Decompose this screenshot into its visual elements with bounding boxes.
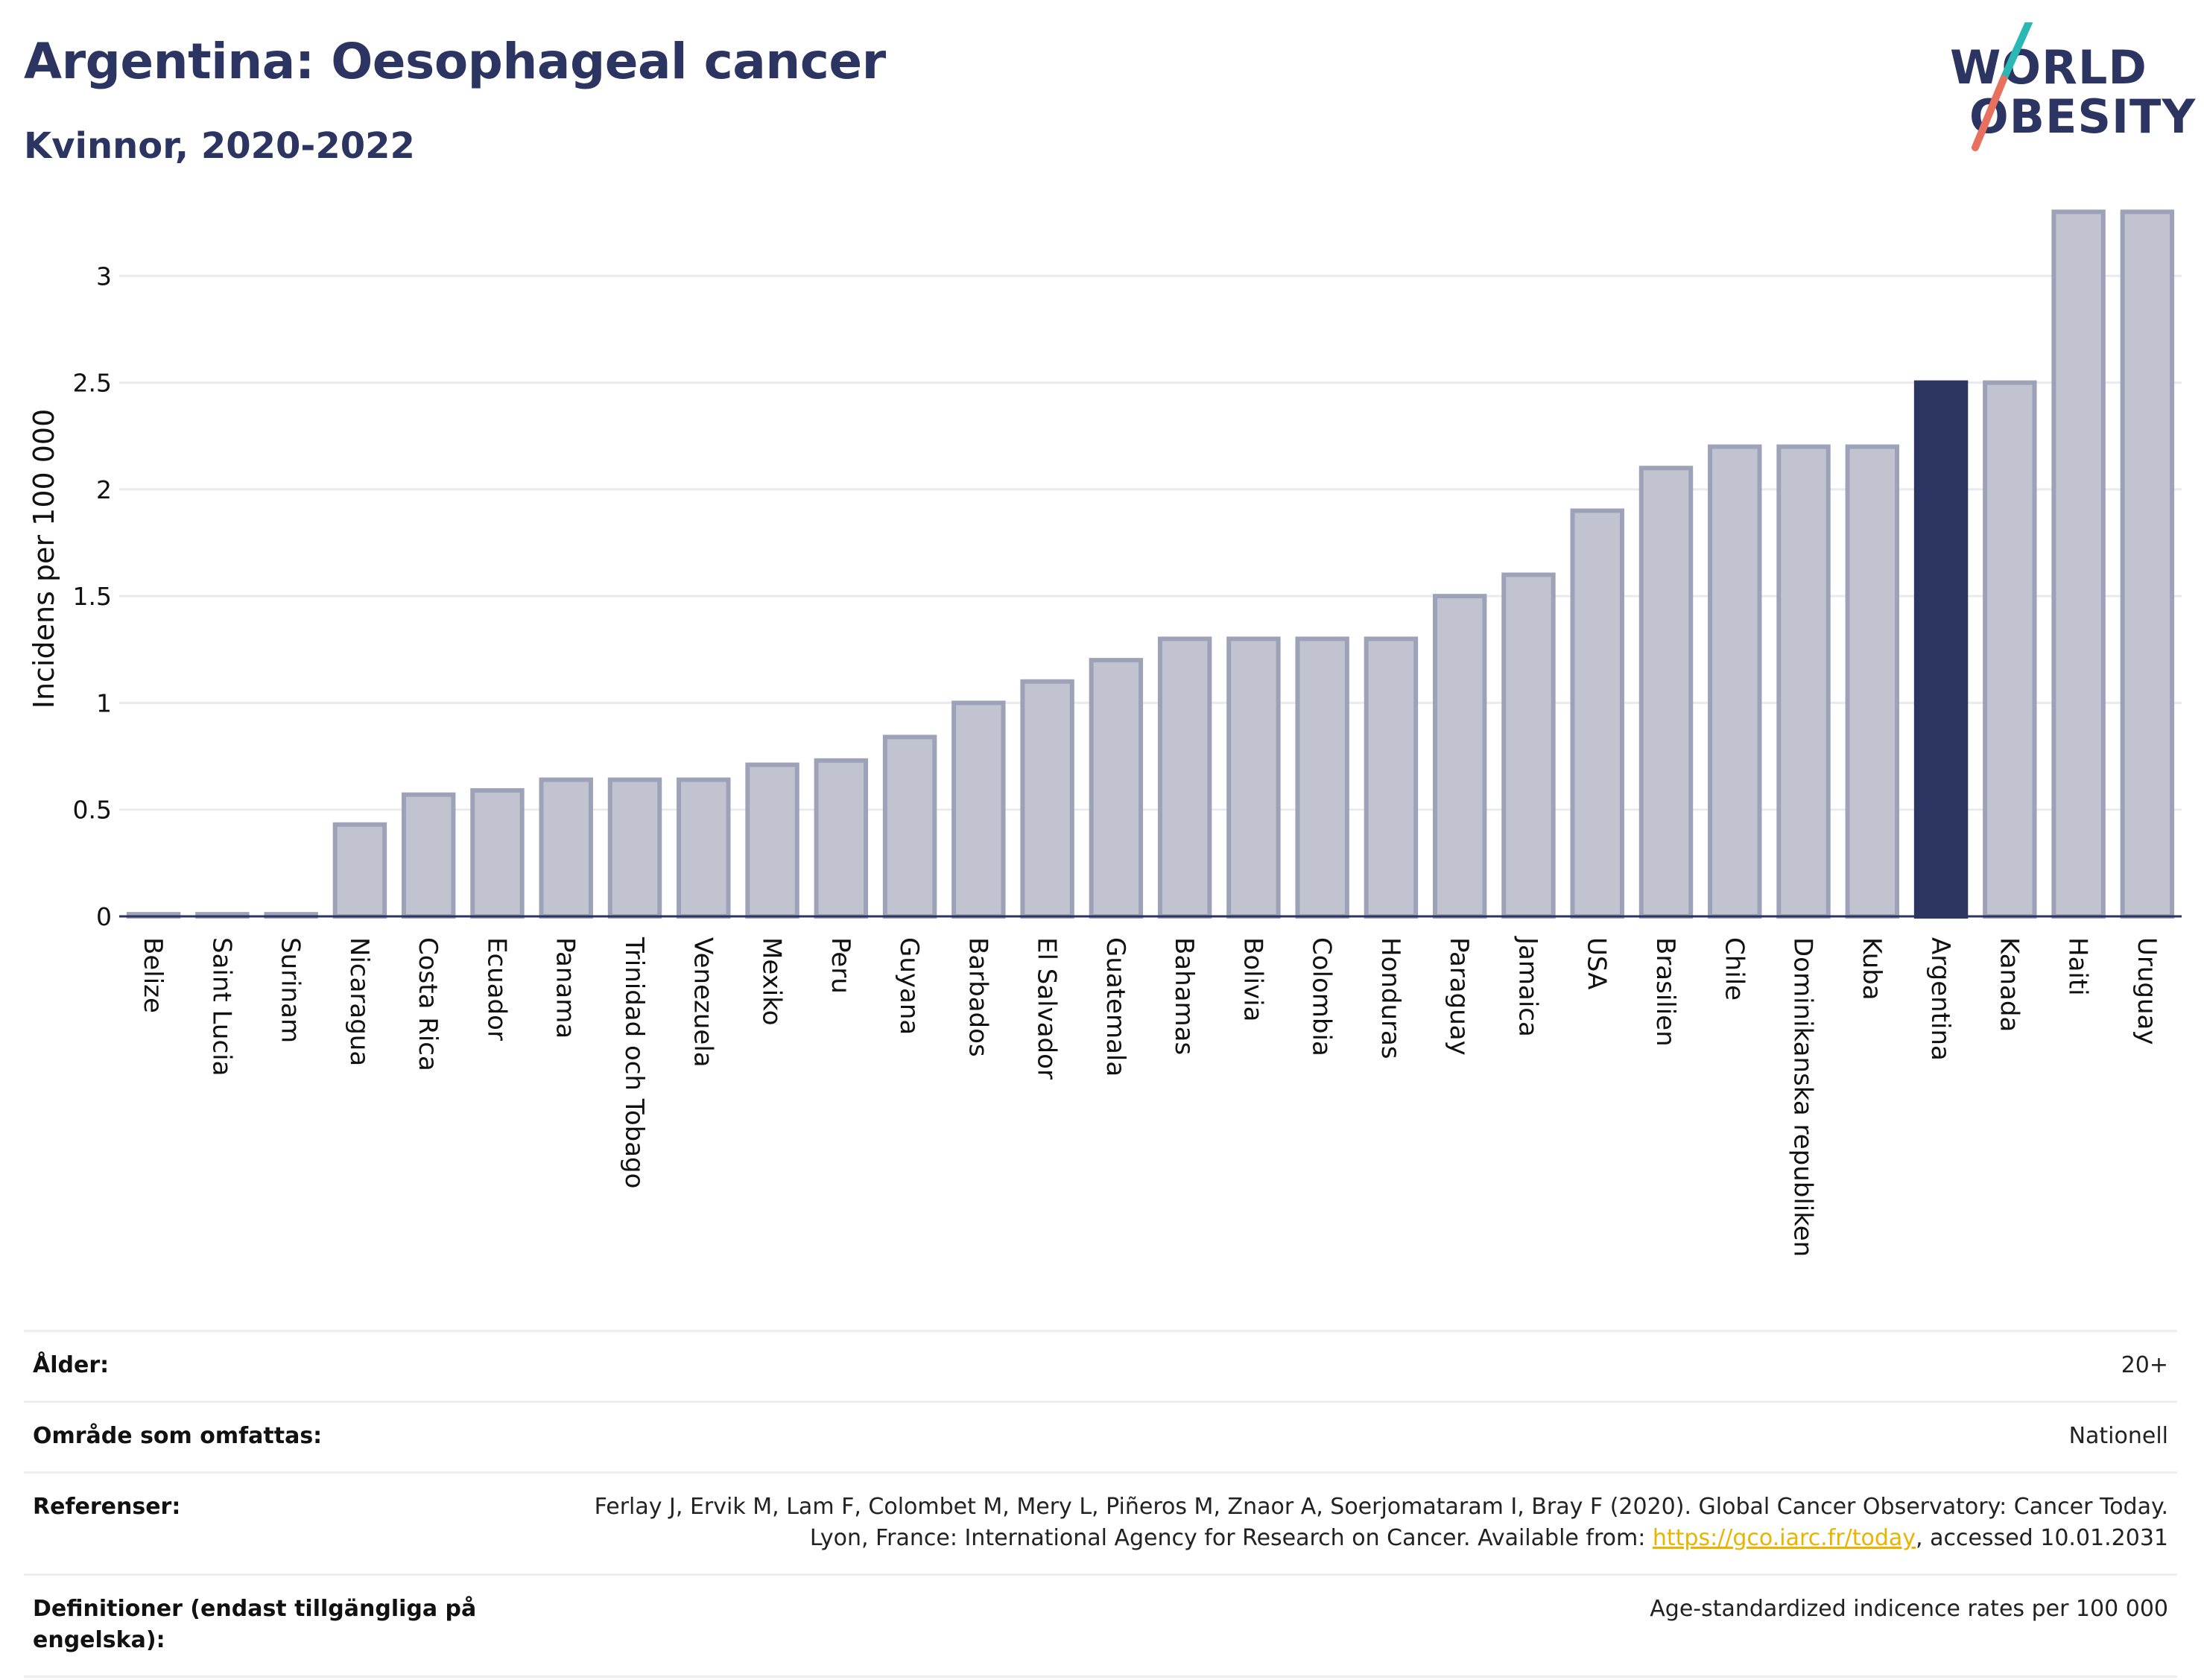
x-tick-label: Argentina bbox=[1925, 937, 1955, 1061]
x-tick-label: Trinidad och Tobago bbox=[619, 936, 649, 1188]
age-value: 20+ bbox=[2121, 1352, 2168, 1378]
area-value: Nationell bbox=[2068, 1423, 2168, 1449]
bar[interactable] bbox=[1226, 636, 1281, 919]
definitions-value: Age-standardized indicence rates per 100… bbox=[1650, 1596, 2168, 1622]
bar[interactable] bbox=[814, 758, 869, 919]
bar[interactable] bbox=[1983, 380, 2037, 919]
x-tick-label: Haiti bbox=[2063, 937, 2093, 996]
bar[interactable] bbox=[2051, 209, 2106, 919]
x-tick-label: Guyana bbox=[894, 937, 924, 1035]
bar[interactable] bbox=[1089, 658, 1144, 919]
bar[interactable] bbox=[332, 822, 387, 919]
y-tick-label: 0.5 bbox=[73, 796, 112, 825]
bar[interactable] bbox=[2120, 209, 2175, 919]
bar[interactable] bbox=[951, 700, 1006, 919]
references-label: Referenser: bbox=[33, 1494, 181, 1520]
references-link[interactable]: https://gco.iarc.fr/today bbox=[1652, 1525, 1916, 1551]
x-tick-label: Saint Lucia bbox=[206, 937, 236, 1076]
bar[interactable] bbox=[401, 792, 456, 919]
bar[interactable] bbox=[1776, 444, 1831, 919]
logo-slash-top bbox=[2000, 22, 2033, 83]
x-tick-label: Bahamas bbox=[1169, 937, 1199, 1055]
metadata-table: Ålder: 20+ Område som omfattas: Nationel… bbox=[24, 1330, 2177, 1678]
x-tick-label: Kanada bbox=[1994, 937, 2024, 1032]
x-tick-label: Chile bbox=[1719, 937, 1749, 1001]
x-tick-label: Kuba bbox=[1857, 937, 1887, 1001]
y-tick-label: 0 bbox=[96, 902, 112, 931]
x-tick-label: Barbados bbox=[963, 937, 992, 1057]
x-tick-label: El Salvador bbox=[1032, 937, 1062, 1080]
bar[interactable] bbox=[1845, 444, 1900, 919]
y-tick-label: 3 bbox=[96, 261, 112, 291]
page-title: Argentina: Oesophageal cancer bbox=[24, 33, 886, 90]
x-tick-label: USA bbox=[1582, 937, 1612, 989]
meta-row-references: Referenser: Ferlay J, Ervik M, Lam F, Co… bbox=[24, 1471, 2177, 1573]
x-tick-label: Nicaragua bbox=[344, 937, 374, 1066]
x-tick-label: Costa Rica bbox=[413, 937, 443, 1071]
bar[interactable] bbox=[1501, 572, 1556, 919]
y-tick-label: 1.5 bbox=[73, 582, 112, 611]
x-tick-label: Brasilien bbox=[1650, 937, 1680, 1047]
y-tick-label: 2 bbox=[96, 475, 112, 504]
x-tick-label: Paraguay bbox=[1444, 937, 1474, 1056]
bar[interactable] bbox=[745, 762, 799, 919]
y-axis-title: Incidens per 100 000 bbox=[28, 409, 60, 709]
definitions-label: Definitioner (endast tillgängliga på eng… bbox=[33, 1596, 477, 1653]
x-tick-label: Surinam bbox=[276, 937, 305, 1043]
bar[interactable] bbox=[470, 787, 525, 919]
bar[interactable] bbox=[607, 777, 662, 919]
page-subtitle: Kvinnor, 2020-2022 bbox=[24, 125, 415, 167]
bar[interactable] bbox=[1364, 636, 1419, 919]
x-tick-label: Venezuela bbox=[688, 937, 718, 1068]
bar[interactable] bbox=[1432, 594, 1487, 919]
logo-slash-bottom bbox=[1972, 75, 2007, 151]
bars bbox=[126, 209, 2175, 919]
bar[interactable] bbox=[882, 735, 937, 919]
references-accessed: , accessed 10.01.2031 bbox=[1916, 1525, 2168, 1551]
bar[interactable] bbox=[1638, 466, 1694, 919]
x-tick-label: Guatemala bbox=[1101, 937, 1130, 1077]
age-label: Ålder: bbox=[33, 1352, 110, 1378]
meta-row-area: Område som omfattas: Nationell bbox=[24, 1401, 2177, 1471]
x-tick-label: Peru bbox=[826, 937, 855, 994]
references-value: Ferlay J, Ervik M, Lam F, Colombet M, Me… bbox=[566, 1492, 2168, 1554]
y-tick-label: 1 bbox=[96, 688, 112, 717]
x-tick-labels: Belize Saint Lucia Surinam Nicaragua Costa R… bbox=[138, 936, 2162, 1257]
bar[interactable] bbox=[677, 777, 731, 919]
y-tick-label: 2.5 bbox=[73, 369, 112, 398]
world-obesity-logo: WORLD OBESITY bbox=[1941, 22, 2195, 156]
bar[interactable] bbox=[1708, 444, 1762, 919]
x-tick-label: Uruguay bbox=[2132, 937, 2162, 1045]
bar-highlight[interactable] bbox=[1913, 380, 1969, 919]
bar[interactable] bbox=[1295, 636, 1349, 919]
logo-line-1: WORLD bbox=[1950, 40, 2147, 95]
bar[interactable] bbox=[1157, 636, 1212, 919]
logo-slash-icon bbox=[1972, 22, 2033, 151]
meta-row-definitions: Definitioner (endast tillgängliga på eng… bbox=[24, 1573, 2177, 1678]
grid-lines bbox=[119, 274, 2182, 811]
area-label: Område som omfattas: bbox=[33, 1423, 323, 1449]
x-tick-label: Panama bbox=[551, 937, 580, 1039]
x-tick-label: Mexiko bbox=[757, 937, 787, 1026]
x-tick-label: Honduras bbox=[1375, 937, 1405, 1059]
x-tick-label: Belize bbox=[138, 937, 168, 1013]
bar[interactable] bbox=[539, 777, 593, 919]
meta-row-age: Ålder: 20+ bbox=[24, 1330, 2177, 1401]
x-tick-label: Bolivia bbox=[1238, 937, 1267, 1021]
bar[interactable] bbox=[1020, 679, 1074, 919]
y-tick-labels: 0 0.5 1 1.5 2 2.5 3 bbox=[73, 261, 112, 931]
bar[interactable] bbox=[1570, 508, 1624, 919]
logo-line-2: OBESITY bbox=[1969, 89, 2197, 144]
x-tick-label: Ecuador bbox=[481, 937, 511, 1041]
x-tick-label: Dominikanska republiken bbox=[1788, 937, 1818, 1257]
references-text: Ferlay J, Ervik M, Lam F, Colombet M, Me… bbox=[594, 1494, 2168, 1551]
x-tick-label: Jamaica bbox=[1513, 936, 1542, 1037]
bar-chart: 0 0.5 1 1.5 2 2.5 3 Belize Saint Lucia Surinam Ni… bbox=[28, 209, 2182, 1257]
x-tick-label: Colombia bbox=[1307, 937, 1337, 1056]
